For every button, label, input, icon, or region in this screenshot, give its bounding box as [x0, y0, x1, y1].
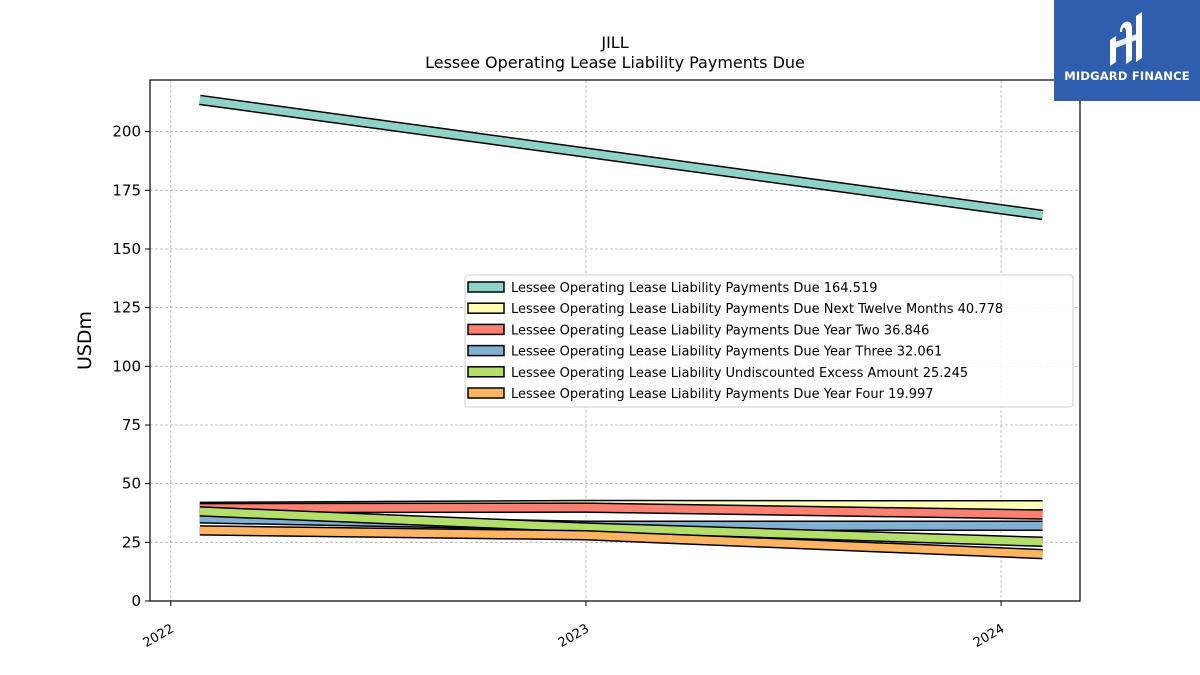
- legend-label-4: Lessee Operating Lease Liability Payment…: [511, 345, 942, 360]
- chart-title: JILL: [600, 33, 628, 52]
- legend-swatch-5: [467, 366, 505, 378]
- legend-swatch-3: [467, 323, 505, 336]
- plot-frame: [149, 79, 1081, 602]
- legend-label-3: Lessee Operating Lease Liability Payment…: [511, 323, 929, 338]
- y-tick-label: 125: [112, 299, 141, 317]
- series-line-5: [199, 507, 1043, 546]
- brand-name: MIDGARD FINANCE: [1064, 69, 1190, 83]
- y-tick-label: 25: [122, 533, 141, 551]
- y-axis-label: USDm: [74, 311, 96, 370]
- x-tick-label: 2023: [556, 621, 592, 651]
- legend-swatch-6: [467, 387, 505, 399]
- y-tick-label: 175: [112, 181, 141, 199]
- legend-swatch-2: [467, 302, 505, 314]
- legend-box: [464, 274, 1074, 408]
- legend-swatch-4: [467, 344, 505, 357]
- x-tick-label: 2022: [141, 621, 177, 651]
- y-tick-label: 75: [122, 416, 141, 434]
- y-tick-label: 0: [131, 592, 141, 610]
- legend-label-6: Lessee Operating Lease Liability Payment…: [511, 387, 934, 402]
- y-tick-label: 100: [112, 357, 141, 375]
- legend-swatch-1: [467, 281, 505, 293]
- chart-subtitle: Lessee Operating Lease Liability Payment…: [425, 53, 805, 72]
- series-line-6: [199, 526, 1043, 558]
- y-tick-label: 200: [112, 123, 141, 141]
- series-line-1: [199, 96, 1044, 219]
- y-tick-label: 150: [112, 240, 141, 258]
- legend-label-2: Lessee Operating Lease Liability Payment…: [511, 302, 1003, 317]
- y-tick-label: 50: [122, 475, 141, 493]
- midgard-logo-icon: [1110, 12, 1142, 66]
- x-tick-label: 2024: [971, 621, 1007, 651]
- brand-logo: MIDGARD FINANCE: [1054, 0, 1200, 101]
- legend-label-5: Lessee Operating Lease Liability Undisco…: [511, 366, 968, 381]
- legend: Lessee Operating Lease Liability Payment…: [464, 274, 1074, 408]
- series-layer: [199, 94, 1044, 560]
- legend-label-1: Lessee Operating Lease Liability Payment…: [511, 281, 877, 296]
- series-line-3: [199, 503, 1043, 519]
